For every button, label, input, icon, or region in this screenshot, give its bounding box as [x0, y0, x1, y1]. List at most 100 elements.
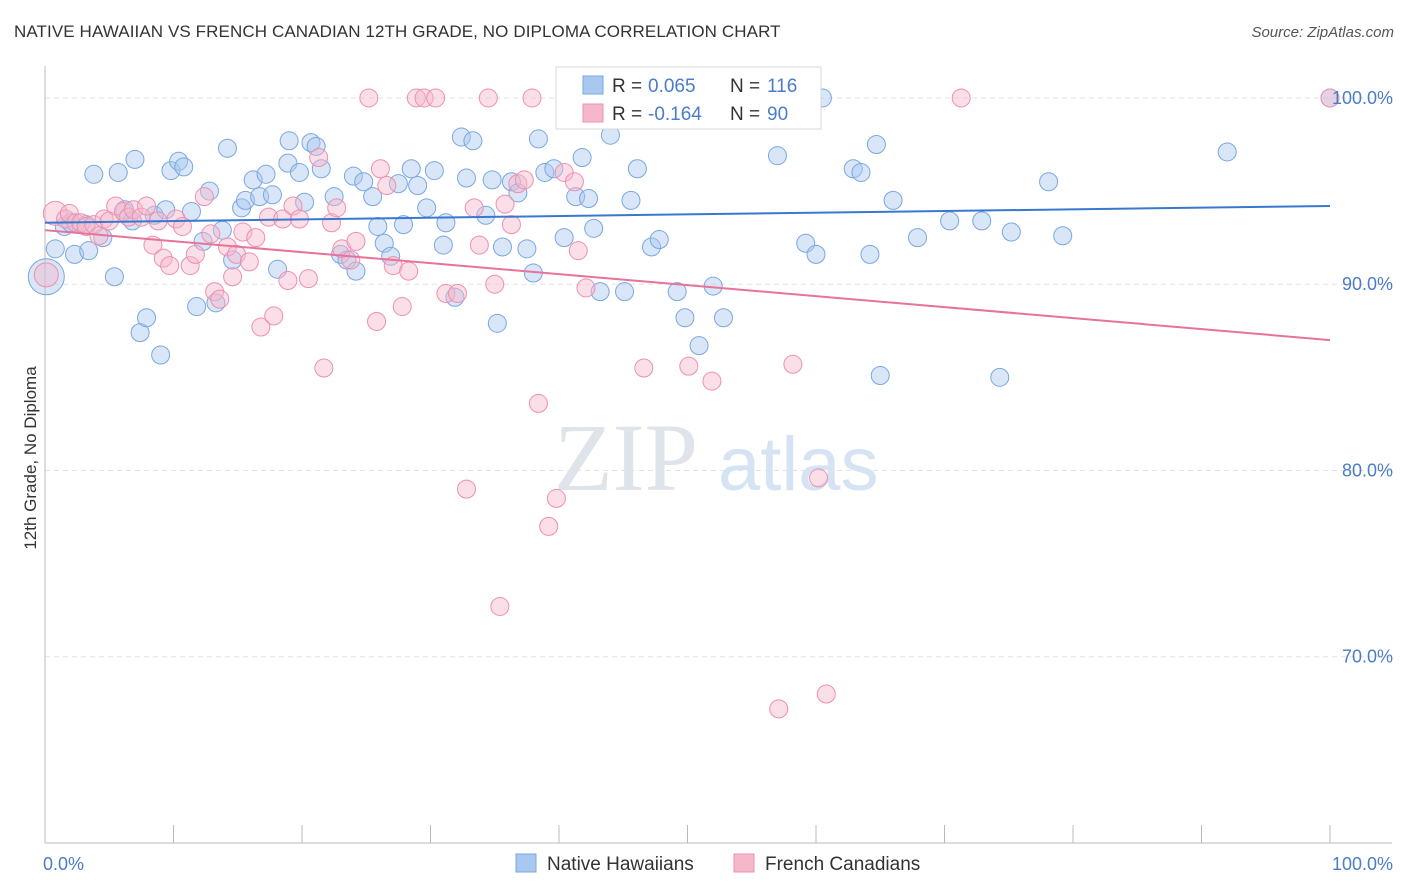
data-point: [451, 127, 471, 147]
data-point: [501, 215, 521, 235]
data-point: [256, 164, 276, 184]
legend-n-value: 90: [767, 104, 788, 125]
data-point: [233, 222, 253, 242]
data-point: [590, 282, 610, 302]
data-point: [492, 237, 512, 257]
data-point: [870, 365, 890, 385]
data-point: [408, 175, 428, 195]
data-point: [806, 244, 826, 264]
source-label: Source: ZipAtlas.com: [1251, 24, 1394, 41]
data-point: [528, 129, 548, 149]
data-point: [860, 244, 880, 264]
legend-box: R = 0.065 N = 116 R = -0.164 N = 90: [555, 66, 822, 130]
data-point: [1039, 172, 1059, 192]
data-point: [972, 211, 992, 231]
data-point: [368, 216, 388, 236]
data-point: [464, 198, 484, 218]
data-point: [327, 198, 347, 218]
data-point: [424, 161, 444, 181]
data-point: [572, 148, 592, 168]
legend-n-label: N =: [730, 76, 760, 97]
data-point: [180, 256, 200, 276]
data-point: [108, 162, 128, 182]
data-point: [433, 235, 453, 255]
bottom-legend: Native Hawaiians French Canadians: [515, 853, 920, 875]
y-tick-label: 90.0%: [1342, 274, 1393, 294]
data-point: [169, 151, 189, 171]
data-point: [667, 282, 687, 302]
data-point: [487, 313, 507, 333]
tick-labels: 70.0% 80.0% 90.0% 100.0% 0.0% 100.0%: [43, 88, 1393, 874]
data-point: [414, 88, 434, 108]
data-point: [33, 262, 59, 288]
data-point: [246, 228, 266, 248]
data-point: [522, 88, 542, 108]
data-point: [417, 198, 437, 218]
data-point: [27, 258, 65, 296]
data-point: [235, 190, 255, 210]
data-point: [125, 149, 145, 169]
data-point: [579, 189, 599, 209]
data-point: [689, 336, 709, 356]
data-point: [367, 311, 387, 331]
data-point: [883, 190, 903, 210]
y-tick-label: 70.0%: [1342, 647, 1393, 667]
data-point: [1053, 226, 1073, 246]
data-point: [388, 174, 408, 194]
y-tick-label: 100.0%: [1332, 88, 1393, 108]
data-point: [564, 172, 584, 192]
data-point: [259, 207, 279, 227]
y-axis-title: 12th Grade, No Diploma: [21, 366, 40, 550]
data-point: [783, 354, 803, 374]
data-point: [476, 205, 496, 225]
data-point: [301, 133, 321, 153]
data-point: [634, 358, 654, 378]
data-point: [447, 284, 467, 304]
data-point: [306, 136, 326, 156]
x-tick-label: 100.0%: [1332, 854, 1393, 874]
trend-line: [44, 204, 1331, 224]
data-point: [210, 289, 230, 309]
data-point: [199, 181, 219, 201]
data-point: [289, 162, 309, 182]
data-point: [324, 187, 344, 207]
legend-swatch-native-hawaiians: [582, 75, 604, 95]
data-point: [239, 252, 259, 272]
bottom-legend-native-hawaiians: Native Hawaiians: [547, 854, 694, 875]
data-point: [478, 88, 498, 108]
data-point: [392, 297, 412, 317]
data-point: [809, 468, 829, 488]
data-point: [243, 170, 263, 190]
data-point: [816, 684, 836, 704]
data-point: [262, 185, 282, 205]
data-point: [456, 479, 476, 499]
data-point: [363, 187, 383, 207]
data-point: [627, 159, 647, 179]
data-point: [1320, 88, 1340, 108]
data-point: [346, 261, 366, 281]
data-point: [217, 138, 237, 158]
legend-swatch-french-canadians: [582, 103, 604, 123]
legend-n-value: 116: [767, 76, 797, 97]
data-point: [104, 267, 124, 287]
data-point: [908, 228, 928, 248]
data-point: [1217, 142, 1237, 162]
bottom-legend-french-canadians: French Canadians: [765, 854, 920, 875]
data-point: [359, 88, 379, 108]
data-point: [194, 187, 214, 207]
watermark-atlas: atlas: [718, 422, 879, 507]
data-point: [568, 241, 588, 261]
data-point: [463, 131, 483, 151]
data-point: [264, 306, 284, 326]
data-point: [642, 237, 662, 257]
data-point: [951, 88, 971, 108]
data-point: [137, 196, 157, 216]
data-point: [124, 200, 144, 220]
data-point: [298, 269, 318, 289]
chart-title: NATIVE HAWAIIAN VS FRENCH CANADIAN 12TH …: [14, 22, 781, 41]
data-point: [137, 308, 157, 328]
legend-r-value: -0.164: [648, 104, 702, 125]
data-point: [279, 131, 299, 151]
data-point: [528, 393, 548, 413]
trend-line: [44, 229, 1331, 342]
